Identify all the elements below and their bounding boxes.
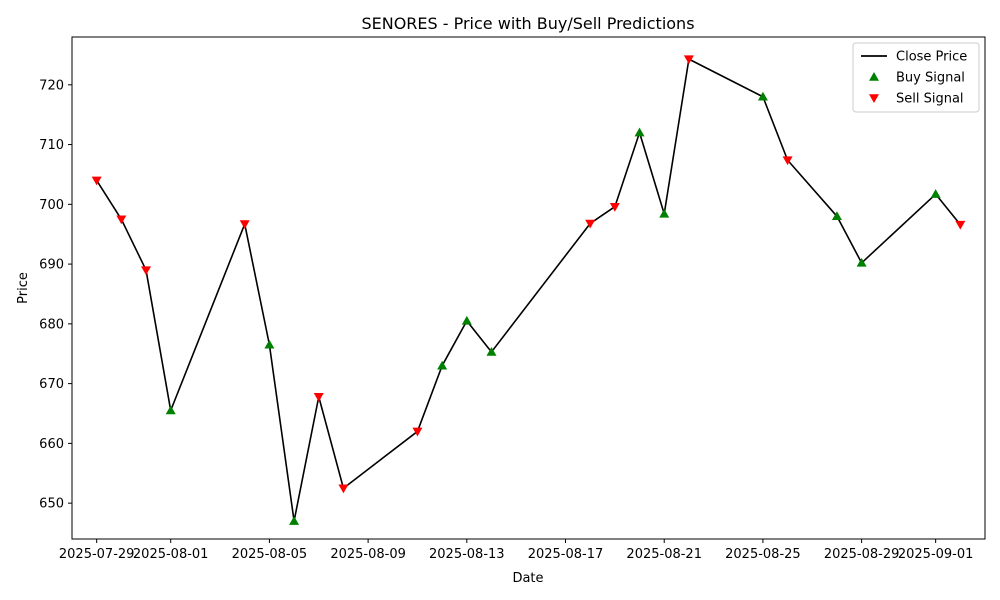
sell-signal-marker: [91, 176, 102, 186]
x-tick-label: 2025-08-17: [528, 547, 604, 562]
x-tick-label: 2025-08-25: [725, 547, 801, 562]
buy-signal-marker: [264, 339, 275, 349]
buy-signal-marker: [165, 405, 176, 415]
legend-swatch-sell: [869, 94, 879, 103]
legend-entry-label: Buy Signal: [896, 71, 965, 86]
plot-area: [91, 55, 966, 525]
y-tick-label: 700: [39, 198, 64, 213]
y-tick-label: 650: [39, 497, 64, 512]
buy-signal-marker: [757, 91, 768, 101]
close-price-line: [96, 58, 961, 522]
x-tick-label: 2025-09-01: [898, 547, 974, 562]
x-tick-label: 2025-07-29: [59, 547, 135, 562]
legend-entry-label: Sell Signal: [896, 92, 964, 107]
y-tick-label: 690: [39, 258, 64, 273]
sell-signal-marker: [239, 220, 250, 230]
x-tick-label: 2025-08-29: [824, 547, 900, 562]
sell-signal-marker: [782, 156, 793, 166]
sell-signal-marker: [141, 266, 152, 276]
x-tick-label: 2025-08-21: [626, 547, 702, 562]
sell-signal-marker: [116, 215, 127, 225]
sell-signal-marker: [609, 202, 620, 212]
buy-signal-marker: [289, 516, 300, 525]
legend-entry-label: Close Price: [896, 50, 967, 65]
x-tick-label: 2025-08-13: [429, 547, 505, 562]
buy-signal-marker: [461, 315, 472, 325]
x-tick-label: 2025-08-05: [232, 547, 308, 562]
x-tick-label: 2025-08-09: [330, 547, 406, 562]
sell-signal-marker: [338, 484, 349, 494]
plot-frame: [71, 36, 986, 540]
buy-signal-marker: [634, 127, 645, 137]
y-tick-label: 660: [39, 437, 64, 452]
x-tick-label: 2025-08-01: [133, 547, 209, 562]
chart-title: SENORES - Price with Buy/Sell Prediction…: [361, 14, 694, 33]
y-axis: 650 660 670 680 690 700 710 720: [39, 78, 72, 512]
sell-signal-marker: [955, 220, 966, 230]
legend: Close Price Buy Signal Sell Signal: [852, 42, 980, 113]
buy-signal-marker: [930, 189, 941, 198]
legend-swatch-buy: [869, 72, 879, 81]
y-tick-label: 720: [39, 78, 64, 93]
buy-signal-marker: [831, 211, 842, 221]
y-axis-title: Price: [16, 272, 31, 304]
buy-signal-marker: [486, 346, 497, 356]
y-tick-label: 670: [39, 377, 64, 392]
y-tick-label: 680: [39, 317, 64, 332]
buy-signal-marker: [856, 257, 867, 267]
sell-signal-marker: [412, 427, 423, 437]
x-axis-title: Date: [512, 571, 543, 586]
sell-signal-marker: [683, 55, 694, 65]
sell-signal-marker: [313, 393, 324, 402]
buy-signal-marker: [437, 360, 448, 370]
buy-signal-marker: [659, 208, 670, 218]
legend-box: [852, 42, 980, 113]
y-tick-label: 710: [39, 138, 64, 153]
sell-signal-marker: [585, 219, 596, 229]
